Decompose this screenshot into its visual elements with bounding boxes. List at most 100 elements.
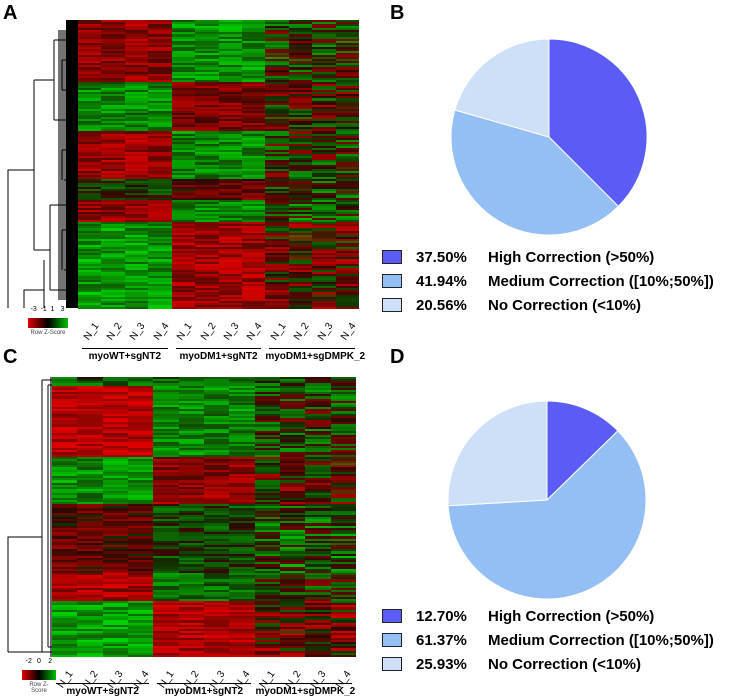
group-label: myoDM1+sgNT2 — [179, 351, 258, 362]
heatmap-column — [330, 377, 356, 657]
heatmap-column — [265, 20, 290, 309]
pie-slice-3 — [454, 38, 550, 138]
legend-item: 37.50% High Correction (>50%) — [382, 245, 714, 269]
heatmap-column — [241, 20, 266, 309]
panel-label-a: A — [3, 2, 18, 24]
lane-label: N_4 — [151, 320, 172, 343]
heatmap-c — [52, 377, 356, 657]
heatmap-a — [78, 20, 359, 309]
legend-b: 37.50% High Correction (>50%) 41.94% Medium… — [382, 245, 714, 317]
color-scale-caption-c: Row Z-Score — [29, 682, 49, 694]
heatmap-column — [305, 377, 332, 657]
lane-label: N_1 — [81, 320, 102, 343]
heatmap-column — [204, 377, 230, 657]
heatmap-column — [218, 20, 243, 309]
lane-labels-a: N_1 N_2 N_3 N_4 N_1 N_2 N_3 N_4 N_1 N_2 N_3 N_4 — [78, 312, 359, 352]
pie-slice-1 — [546, 400, 619, 502]
pie-slice-3 — [447, 400, 548, 507]
scale-tick-label: 2 — [48, 658, 53, 665]
color-scale-a: -3 -1 1 3 Row Z-Score — [28, 306, 68, 338]
legend-percent: 41.94% — [416, 272, 467, 290]
heatmap-column — [78, 20, 102, 309]
heatmap-column — [101, 20, 126, 309]
pie-slice-2 — [450, 109, 620, 236]
legend-label: No Correction (<10%) — [488, 655, 641, 673]
group-label: myoDM1+sgNT2 — [164, 686, 244, 697]
legend-percent: 20.56% — [416, 296, 467, 314]
color-scale-bar-a — [28, 318, 68, 328]
scale-tick-label: 3 — [60, 306, 65, 313]
lane-label: N_3 — [128, 320, 148, 343]
panel-label-b: B — [390, 2, 405, 24]
pie-chart-b — [450, 38, 648, 236]
heatmap-column — [128, 377, 154, 657]
color-scale-caption-a: Row Z-Score — [30, 330, 66, 336]
dendrogram-c — [7, 377, 54, 657]
panel-label-d: D — [390, 346, 405, 368]
legend-swatch — [382, 250, 402, 264]
group-label: myoWT+sgNT2 — [88, 351, 162, 362]
heatmap-column — [52, 377, 78, 657]
legend-swatch — [382, 633, 402, 647]
legend-percent: 25.93% — [416, 655, 467, 673]
legend-d: 12.70% High Correction (>50%) 61.37% Medium… — [382, 604, 714, 676]
pie-slice-1 — [548, 38, 648, 208]
heatmap-column — [148, 20, 173, 309]
panel-label-c: C — [3, 346, 18, 368]
lane-label: N_3 — [222, 320, 242, 343]
scale-tick-label: -1 — [40, 306, 47, 313]
heatmap-column — [229, 377, 256, 657]
color-scale-bar-c — [22, 670, 56, 680]
scale-tick-label: -2 — [25, 658, 32, 665]
heatmap-column — [171, 20, 196, 309]
group-label: myoWT+sgNT2 — [66, 686, 139, 697]
heatmap-column — [178, 377, 205, 657]
group-label: myoDM1+sgDMPK_2 — [265, 351, 366, 362]
legend-label: Medium Correction ([10%;50%]) — [488, 631, 714, 649]
color-scale-c: -2 0 2 Row Z-Score — [22, 658, 56, 694]
heatmap-column — [77, 377, 104, 657]
heatmap-column — [288, 20, 313, 309]
legend-label: High Correction (>50%) — [488, 607, 655, 625]
legend-item: 12.70% High Correction (>50%) — [382, 604, 714, 628]
lane-label: N_2 — [104, 320, 125, 343]
pie-chart-d — [447, 400, 647, 600]
color-scale-ticks-c: -2 0 2 — [22, 658, 56, 670]
group-underline — [175, 348, 262, 349]
legend-percent: 12.70% — [416, 607, 467, 625]
lane-label: N_2 — [292, 320, 312, 343]
legend-label: Medium Correction ([10%;50%]) — [488, 272, 714, 290]
heatmap-column — [254, 377, 281, 657]
legend-item: 25.93% No Correction (<10%) — [382, 652, 714, 676]
legend-item: 41.94% Medium Correction ([10%;50%]) — [382, 269, 714, 293]
group-underline — [258, 683, 352, 684]
lane-label: N_4 — [339, 320, 359, 343]
group-label: myoDM1+sgDMPK_2 — [255, 686, 356, 697]
legend-label: No Correction (<10%) — [488, 296, 641, 314]
dendrogram-a — [7, 20, 78, 308]
heatmap-column — [102, 377, 129, 657]
lane-label: N_4 — [245, 320, 265, 343]
heatmap-column — [124, 20, 149, 309]
legend-percent: 37.50% — [416, 248, 467, 266]
lane-label: N_1 — [268, 320, 289, 343]
pie-slice-2 — [447, 430, 647, 600]
group-underline — [82, 348, 168, 349]
legend-swatch — [382, 609, 402, 623]
heatmap-column — [195, 20, 219, 309]
lane-label: N_3 — [315, 320, 336, 343]
legend-label: High Correction (>50%) — [488, 248, 655, 266]
group-underline — [157, 683, 251, 684]
legend-swatch — [382, 274, 402, 288]
legend-percent: 61.37% — [416, 631, 467, 649]
color-scale-ticks-a: -3 -1 1 3 — [28, 306, 68, 318]
scale-tick-label: 0 — [36, 658, 41, 665]
scale-tick-label: -3 — [30, 306, 37, 313]
legend-item: 61.37% Medium Correction ([10%;50%]) — [382, 628, 714, 652]
legend-swatch — [382, 657, 402, 671]
heatmap-column — [335, 20, 359, 309]
legend-item: 20.56% No Correction (<10%) — [382, 293, 714, 317]
heatmap-column — [153, 377, 180, 657]
lane-label: N_2 — [198, 320, 219, 343]
legend-swatch — [382, 298, 402, 312]
